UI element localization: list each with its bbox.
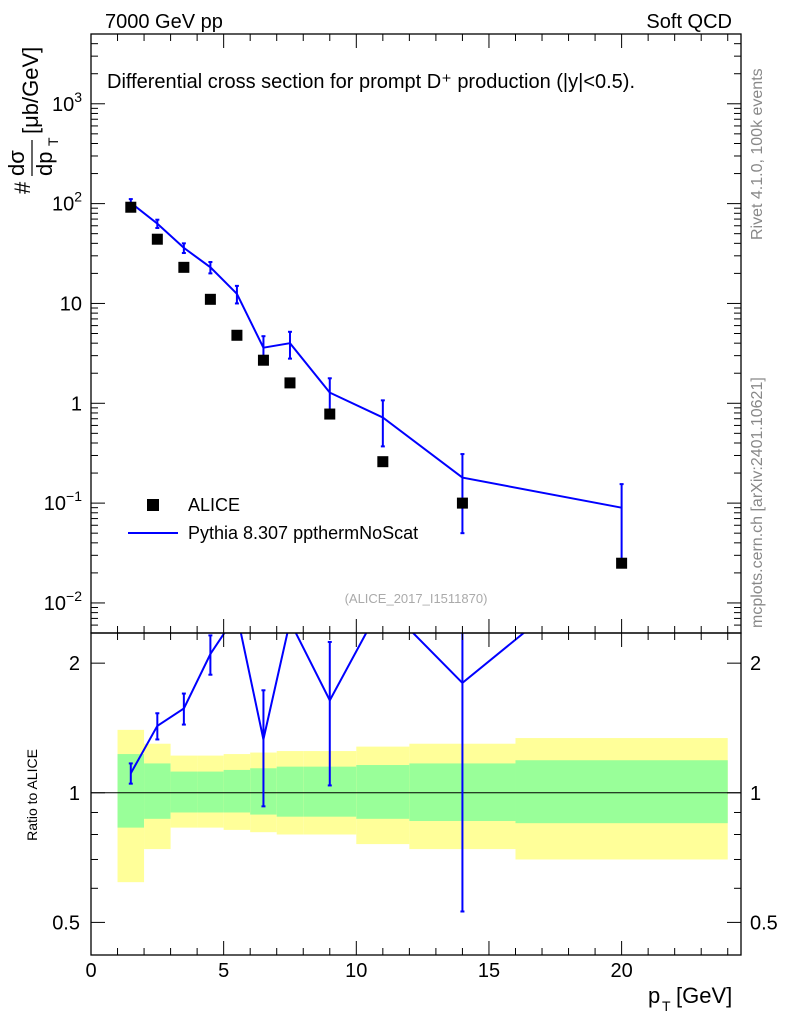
x-tick-labels: 0 5 10 15 20 [85,960,632,982]
x-tick-label: 5 [218,960,229,982]
category-label: Soft QCD [646,11,732,33]
x-tick-label: 15 [478,960,500,982]
x-tick-label: 20 [610,960,632,982]
data-point [616,557,628,569]
ratio-y-tick-label: 0.5 [52,912,80,934]
ylabel-denominator: dp [32,152,57,176]
xlabel-sub: T [662,998,671,1014]
xlabel-main: p [648,983,660,1008]
band-inner [197,771,224,813]
y-tick-label-exp: 3 [74,89,82,105]
ratio-y-tick-label: 2 [69,653,80,675]
y-tick-label-exp: −2 [66,588,82,604]
y-tick-label-base: 10 [52,194,74,216]
y-tick-label-base: 1 [71,393,82,415]
band-inner [170,771,198,813]
y-tick-label: 10−2 [44,588,82,615]
y-tick-label-base: 10 [52,94,74,116]
band-inner [276,766,304,817]
data-point [284,377,296,389]
ratio-y-tick-label-right: 0.5 [750,912,778,934]
data-point [231,329,243,341]
data-point [204,293,216,305]
data-point [151,233,163,245]
reference-label: (ALICE_2017_I1511870) [345,591,488,606]
ratio-mc-series [128,633,526,913]
legend: ALICE Pythia 8.307 ppthermNoScat [128,495,418,543]
mcplots-label: mcplots.cern.ch [arXiv:2401.10621] [749,377,766,628]
y-tick-label-base: 10 [44,593,66,615]
band-inner [515,760,728,824]
legend-data-marker [147,499,159,511]
ylabel-numerator: dσ [4,150,29,176]
y-tick-label: 103 [52,89,82,116]
chart-title: Differential cross section for prompt D⁺… [107,71,635,93]
x-tick-label: 10 [345,960,367,982]
y-tick-label: 102 [52,189,82,216]
ylabel-denominator-sub: T [45,137,61,146]
x-tick-label: 0 [85,960,96,982]
main-mc-series [128,198,624,565]
mc-line [130,202,622,509]
y-tick-label-exp: −1 [66,488,82,504]
xlabel-unit: [GeV] [676,983,732,1008]
energy-label: 7000 GeV pp [105,11,223,33]
data-point [324,408,336,420]
x-axis-label: p T [GeV] [648,983,732,1014]
ratio-axis-ticks [90,633,741,955]
ratio-ylabel: Ratio to ALICE [24,749,40,841]
y-tick-label: 10 [60,293,82,315]
main-data-series [125,201,628,569]
data-point [178,261,190,273]
ratio-frame [90,632,742,956]
data-point [125,201,137,213]
ratio-y-tick-label-right: 2 [750,653,761,675]
ratio-y-tick-labels: 2 2 1 1 0.5 0.5 [52,653,778,934]
main-axis-ticks [90,33,741,634]
y-tick-label-base: 10 [60,293,82,315]
ratio-y-tick-label-right: 1 [750,783,761,805]
legend-data-label: ALICE [188,495,240,515]
band-inner [356,765,410,819]
main-ylabel: # dσ dp T [μb/GeV] [4,47,61,194]
y-tick-label-exp: 2 [74,189,82,205]
data-point [257,354,269,366]
ylabel-unit: [μb/GeV] [18,47,43,134]
legend-mc-label: Pythia 8.307 ppthermNoScat [188,523,418,543]
main-frame [90,33,742,634]
ratio-uncertainty-bands [117,729,728,883]
y-tick-label-base: 10 [44,493,66,515]
band-inner [144,763,171,819]
rivet-label: Rivet 4.1.0, 100k events [749,68,766,240]
data-point [377,456,389,468]
data-point [456,497,468,509]
ylabel-prefix: # [10,181,35,194]
y-tick-label: 1 [71,393,82,415]
y-tick-label: 10−1 [44,488,82,515]
ratio-y-tick-label: 1 [69,783,80,805]
band-inner [223,769,251,813]
